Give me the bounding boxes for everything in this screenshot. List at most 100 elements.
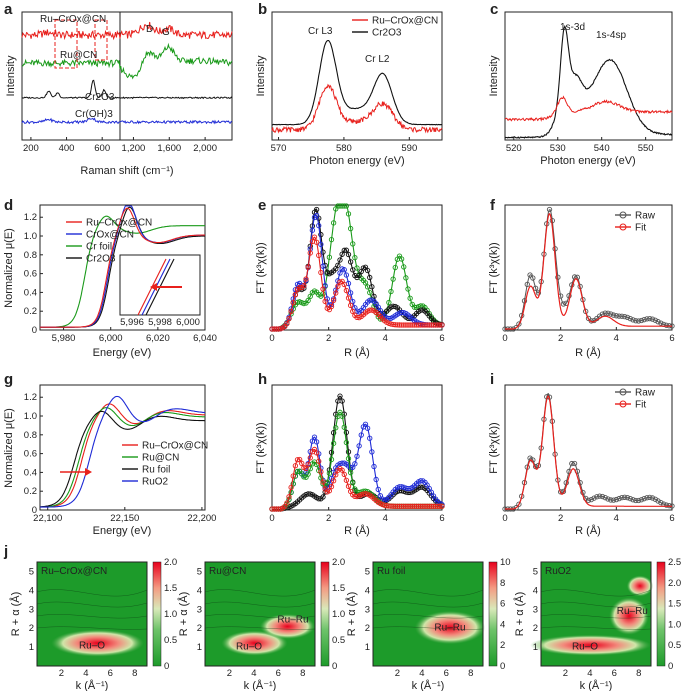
panel-g-legend-text: Ru–CrOx@CN xyxy=(142,441,208,452)
map-1-ktick: 2 xyxy=(227,668,232,679)
panel-h-series-ru-marker xyxy=(305,471,311,477)
map-3-rtick: 3 xyxy=(533,604,538,615)
panel-i-frame xyxy=(504,384,673,511)
panel-i-series-raw-marker xyxy=(638,497,645,503)
map-3-rtick: 2 xyxy=(533,623,538,634)
panel-h-series-ruo2-marker xyxy=(354,453,360,459)
panel-e-series-ru-crox-marker xyxy=(313,239,320,245)
panel-a-series-label: Cr(OH)3 xyxy=(75,109,113,120)
panel-e-series-cr-foil-marker xyxy=(386,299,392,306)
panel-f-series-raw-marker-group xyxy=(502,206,675,332)
panel-d-series-ru-crox xyxy=(40,207,205,328)
panel-d-inset-frame xyxy=(119,254,201,316)
panel-f-ylabel: FT (k³χ(k)) xyxy=(488,242,500,293)
panel-d-inset-tick: 5,998 xyxy=(148,317,172,328)
panel-g-xtick-label: 22,200 xyxy=(187,513,216,524)
map-3-title: RuO2 xyxy=(545,566,572,577)
map-2-contour xyxy=(372,601,484,608)
map-2-cbtick: 6 xyxy=(500,599,505,610)
panel-i-series-raw-marker xyxy=(605,496,611,502)
panel-e-xtick-label: 2 xyxy=(326,333,331,344)
map-1-rtick: 4 xyxy=(197,585,202,596)
panel-h-series-ru-marker xyxy=(343,439,350,446)
panel-h-series-ru-marker xyxy=(337,409,343,415)
panel-f-series-raw-marker xyxy=(638,317,645,324)
panel-e-series-cr-foil-marker xyxy=(343,203,350,209)
panel-e-series-cr-foil-marker xyxy=(326,254,333,260)
panel-b-legend-text: Ru–CrOx@CN xyxy=(372,16,438,27)
panel-g-arrowhead xyxy=(85,468,92,476)
panel-b-xtick-label: 590 xyxy=(401,143,417,154)
panel-e-series-ru-crox-marker xyxy=(347,302,354,309)
panel-h-series-ru-foil-marker xyxy=(320,494,326,500)
panel-h-frame xyxy=(271,384,443,511)
panel-e-series-cr-foil-marker xyxy=(305,297,311,304)
map-0-rtick: 5 xyxy=(29,566,34,577)
panel-f-xtick-label: 6 xyxy=(669,333,674,344)
panel-e-xlabel: R (Å) xyxy=(344,346,370,359)
panel-e-series-ru-crox-marker xyxy=(284,320,290,327)
panel-i-legend-marker xyxy=(619,388,627,396)
panel-i-ylabel: FT (k³χ(k)) xyxy=(488,422,500,473)
panel-i-series-raw-marker xyxy=(599,493,606,500)
panel-d-ytick-label: 0.8 xyxy=(24,250,37,261)
panel-f-series-raw xyxy=(505,209,672,330)
panel-f-legend-text: Raw xyxy=(635,211,656,222)
map-0-ylabel: R + α (Å) xyxy=(9,592,22,637)
panel-d-xtick-label: 6,020 xyxy=(146,333,170,344)
map-0-cbtick: 0 xyxy=(164,661,169,672)
map-3-contour xyxy=(540,589,652,597)
panel-i-legend-text: Fit xyxy=(635,400,646,411)
panel-f-series-raw-marker xyxy=(627,315,633,322)
panel-g-series-ru-foil xyxy=(40,410,205,508)
panel-h-xtick-label: 4 xyxy=(383,513,388,524)
panel-f-series-raw-marker xyxy=(527,272,533,278)
panel-g-series-ru xyxy=(40,407,205,508)
panel-e-series-cr2o3-marker xyxy=(318,231,324,238)
panel-e-series-cr-foil-marker xyxy=(362,280,369,286)
panel-i-series-raw-marker xyxy=(602,495,608,501)
panel-h-series-ru-crox-marker xyxy=(320,479,326,485)
panel-b-frame xyxy=(271,11,443,141)
panel-c-xlabel: Photon energy (eV) xyxy=(540,155,635,167)
map-2-rtick: 4 xyxy=(365,585,370,596)
panel-e-series-cr-foil-marker xyxy=(405,286,411,292)
panel-i-xtick-label: 0 xyxy=(502,513,507,524)
panel-e-series-ru-crox-marker xyxy=(335,283,341,289)
panel-f-series-raw-marker xyxy=(602,310,608,316)
map-3-contour xyxy=(540,626,652,630)
panel-e-series-ru-crox-marker xyxy=(296,284,303,291)
panel-f-series-raw-marker xyxy=(610,312,617,318)
panel-a-xtick-label: 1,200 xyxy=(122,143,146,154)
panel-g-ytick-label: 1.2 xyxy=(24,392,37,403)
panel-e-series-ru-crox-marker xyxy=(286,315,292,322)
map-0-cbtick: 1.5 xyxy=(164,583,177,594)
panel-h-series-ru-crox-marker xyxy=(339,467,345,473)
panel-i-series-raw-marker xyxy=(613,496,619,503)
panel-h-series-ruo2-marker xyxy=(362,421,369,427)
panel-e-series-cr2o3-marker xyxy=(345,251,352,258)
map-1-xlabel: k (Å⁻¹) xyxy=(244,679,277,691)
panel-f-series-raw-marker xyxy=(624,314,631,321)
panel-d-legend-text: CrOx@CN xyxy=(86,230,134,241)
panel-e-series-cr2o3-marker xyxy=(356,272,362,279)
panel-i-legend-text: Raw xyxy=(635,388,656,399)
panel-e-series-ru-crox-marker xyxy=(318,269,324,276)
panel-a-xtick-label: 2,000 xyxy=(193,143,217,154)
panel-g-frame xyxy=(39,384,206,511)
map-2-ktick: 6 xyxy=(444,668,449,679)
panel-e-series-cr2o3-marker xyxy=(341,247,347,253)
map-2-rtick: 2 xyxy=(365,623,370,634)
panel-h-series-ru-crox-marker xyxy=(305,461,311,468)
panel-e-series-cr-foil-marker xyxy=(354,265,360,271)
map-1-ktick: 4 xyxy=(251,668,256,679)
panel-h-series-ru-crox-marker xyxy=(284,500,290,506)
panel-h-series-ruo2-marker xyxy=(369,449,375,455)
panel-e-series-ru-crox-marker xyxy=(288,308,294,315)
panel-h-series-ru-crox-marker xyxy=(292,463,299,469)
panel-h-series-ru-foil-marker xyxy=(345,449,352,455)
panel-i-series-raw-marker xyxy=(610,497,617,503)
panel-h-series-ru-crox-marker xyxy=(343,477,350,483)
panel-h-series-ruo2-marker xyxy=(371,463,377,470)
map-1-contour xyxy=(204,626,316,630)
